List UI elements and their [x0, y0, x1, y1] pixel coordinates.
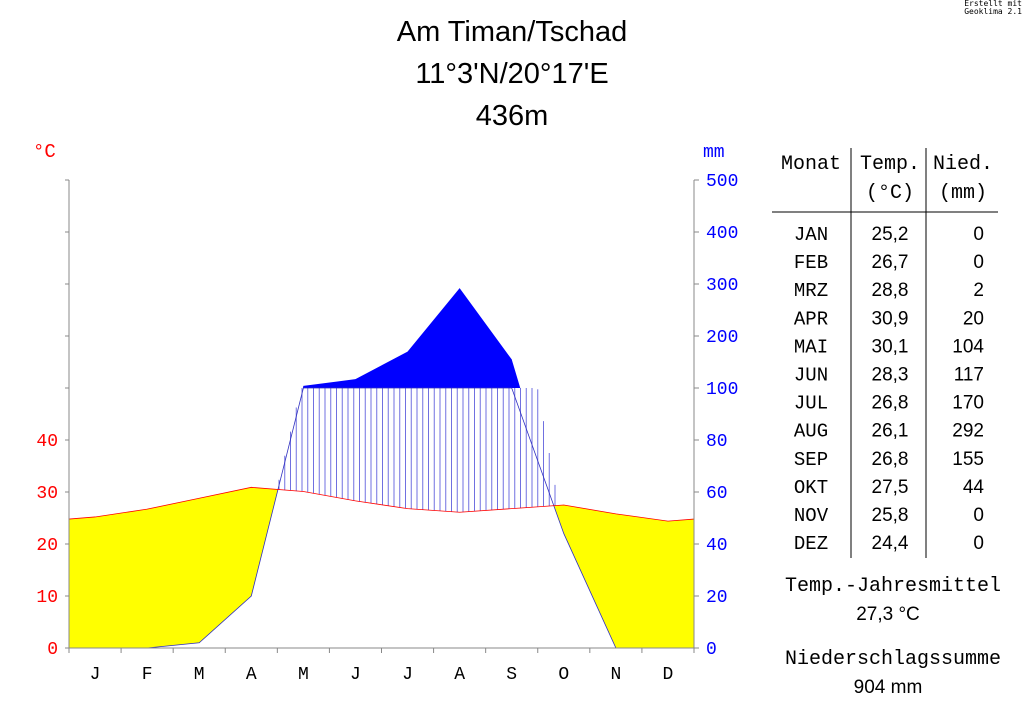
table-precip: 0: [973, 252, 984, 273]
temp-tick-label: 0: [47, 640, 58, 660]
table-precip: 170: [952, 393, 984, 414]
table-temp: 27,5: [872, 477, 909, 498]
header-temp-unit: (°C): [866, 182, 914, 205]
climate-table: Monat Temp. (°C) Nied. (mm) JAN 25,2 0 FEB 26,7 0 M…: [772, 148, 1001, 698]
table-month: NOV: [794, 505, 829, 527]
table-precip: 117: [954, 365, 984, 386]
table-precip: 0: [973, 224, 984, 245]
perhumid-area: [302, 288, 521, 388]
table-temp: 30,1: [872, 336, 909, 357]
table-temp: 26,1: [872, 421, 909, 442]
table-temp: 30,9: [872, 308, 909, 329]
table-month: OKT: [794, 477, 828, 499]
precip-mask: [69, 388, 694, 648]
precip-axis-label: mm: [703, 143, 725, 163]
temp-axis-label: °C: [33, 141, 56, 163]
table-temp: 24,4: [872, 533, 909, 554]
precip-tick-label: 300: [706, 276, 738, 296]
temp-tick-label: 10: [36, 588, 58, 608]
annual-precip-value: 904 mm: [854, 677, 923, 698]
table-month: AUG: [794, 421, 828, 443]
table-month: JAN: [794, 224, 828, 246]
precip-tick-label: 80: [706, 432, 728, 452]
station-name: Am Timan/Tschad: [396, 16, 628, 48]
month-label: M: [298, 665, 309, 685]
precip-tick-label: 40: [706, 536, 728, 556]
credit-line-2: Geoklima 2.1: [964, 7, 1022, 16]
table-month: DEZ: [794, 533, 828, 555]
table-precip: 0: [973, 533, 984, 554]
month-label: J: [402, 665, 413, 685]
precip-tick-label: 0: [706, 640, 717, 660]
table-temp: 26,8: [872, 449, 909, 470]
header-month: Monat: [781, 153, 841, 176]
credit: Erstellt mit Geoklima 2.1: [964, 0, 1022, 16]
temp-tick-label: 40: [36, 432, 58, 452]
table-precip: 44: [963, 477, 985, 498]
table-precip: 104: [952, 336, 984, 357]
month-label: O: [558, 665, 569, 685]
table-temp: 26,8: [872, 393, 909, 414]
month-label: M: [194, 665, 205, 685]
precip-tick-label: 400: [706, 224, 738, 244]
table-month: SEP: [794, 449, 828, 471]
month-label: N: [610, 665, 621, 685]
month-label: S: [506, 665, 517, 685]
table-month: APR: [794, 308, 828, 330]
temp-tick-label: 30: [36, 484, 58, 504]
month-label: F: [142, 665, 153, 685]
table-temp: 26,7: [872, 252, 909, 273]
month-label: A: [246, 665, 257, 685]
table-precip: 2: [973, 280, 984, 301]
precip-tick-label: 20: [706, 588, 728, 608]
table-month: JUL: [794, 393, 828, 415]
table-month: MRZ: [794, 280, 828, 302]
table-temp: 25,2: [872, 224, 909, 245]
annual-temp-label: Temp.-Jahresmittel: [785, 575, 1001, 598]
month-label: J: [90, 665, 101, 685]
month-label: J: [350, 665, 361, 685]
annual-precip-label: Niederschlagssumme: [785, 648, 1001, 671]
month-label: D: [663, 665, 674, 685]
table-month: FEB: [794, 252, 828, 274]
header-precip-unit: (mm): [939, 182, 987, 205]
table-temp: 28,8: [872, 280, 909, 301]
table-precip: 0: [973, 505, 984, 526]
header-precip: Nied.: [933, 153, 993, 176]
table-precip: 20: [963, 308, 984, 329]
table-temp: 28,3: [872, 365, 909, 386]
station-coords: 11°3'N/20°17'E: [415, 58, 609, 90]
month-label: A: [454, 665, 465, 685]
precip-tick-label: 60: [706, 484, 728, 504]
precip-tick-label: 100: [706, 380, 738, 400]
table-month: MAI: [794, 336, 828, 358]
credit-line-1: Erstellt mit: [964, 0, 1022, 8]
table-precip: 292: [952, 421, 984, 442]
station-elevation: 436m: [475, 100, 549, 132]
precip-tick-label: 200: [706, 328, 738, 348]
precip-line: [69, 387, 694, 649]
table-precip: 155: [952, 449, 984, 470]
temp-tick-label: 20: [36, 536, 58, 556]
precip-tick-label: 500: [706, 172, 738, 192]
table-temp: 25,8: [872, 505, 909, 526]
temp-line: [68, 486, 695, 522]
header-temp: Temp.: [860, 153, 920, 176]
annual-temp-value: 27,3 °C: [856, 604, 920, 625]
table-month: JUN: [794, 365, 828, 387]
